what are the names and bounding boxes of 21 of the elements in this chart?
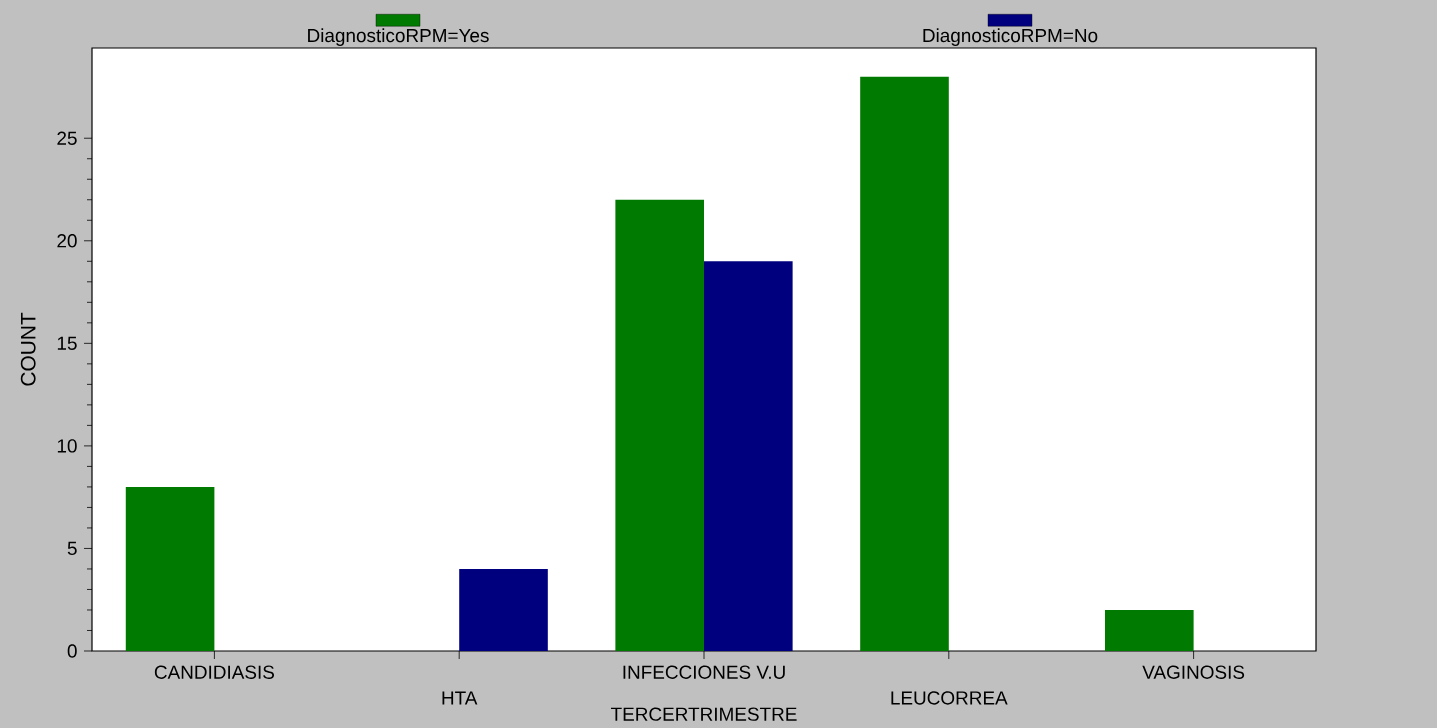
- y-tick-label: 15: [57, 336, 77, 350]
- legend-label: DiagnosticoRPM=Yes: [308, 28, 489, 46]
- bar: [860, 76, 949, 651]
- y-tick-label: 25: [57, 131, 77, 145]
- x-tick-label: HTA: [442, 691, 478, 705]
- x-tick-label: CANDIDIASIS: [154, 665, 274, 679]
- bar: [1104, 609, 1194, 651]
- y-tick-label: 0: [67, 644, 77, 658]
- bar: [459, 568, 548, 651]
- y-axis-title: COUNT: [20, 312, 36, 386]
- y-tick-label: 20: [57, 234, 77, 248]
- x-tick-label: INFECCIONES V.U: [623, 665, 785, 679]
- legend-label: DiagnosticoRPM=No: [923, 28, 1098, 46]
- y-tick-label: 10: [57, 439, 77, 453]
- x-tick-label: LEUCORREA: [891, 691, 1008, 705]
- bar: [125, 486, 215, 651]
- x-tick-label: VAGINOSIS: [1142, 665, 1245, 679]
- bar: [704, 261, 793, 651]
- bar: [615, 199, 704, 651]
- x-axis-title: TERCERTRIMESTRE: [611, 707, 797, 721]
- y-tick-label: 5: [67, 541, 77, 556]
